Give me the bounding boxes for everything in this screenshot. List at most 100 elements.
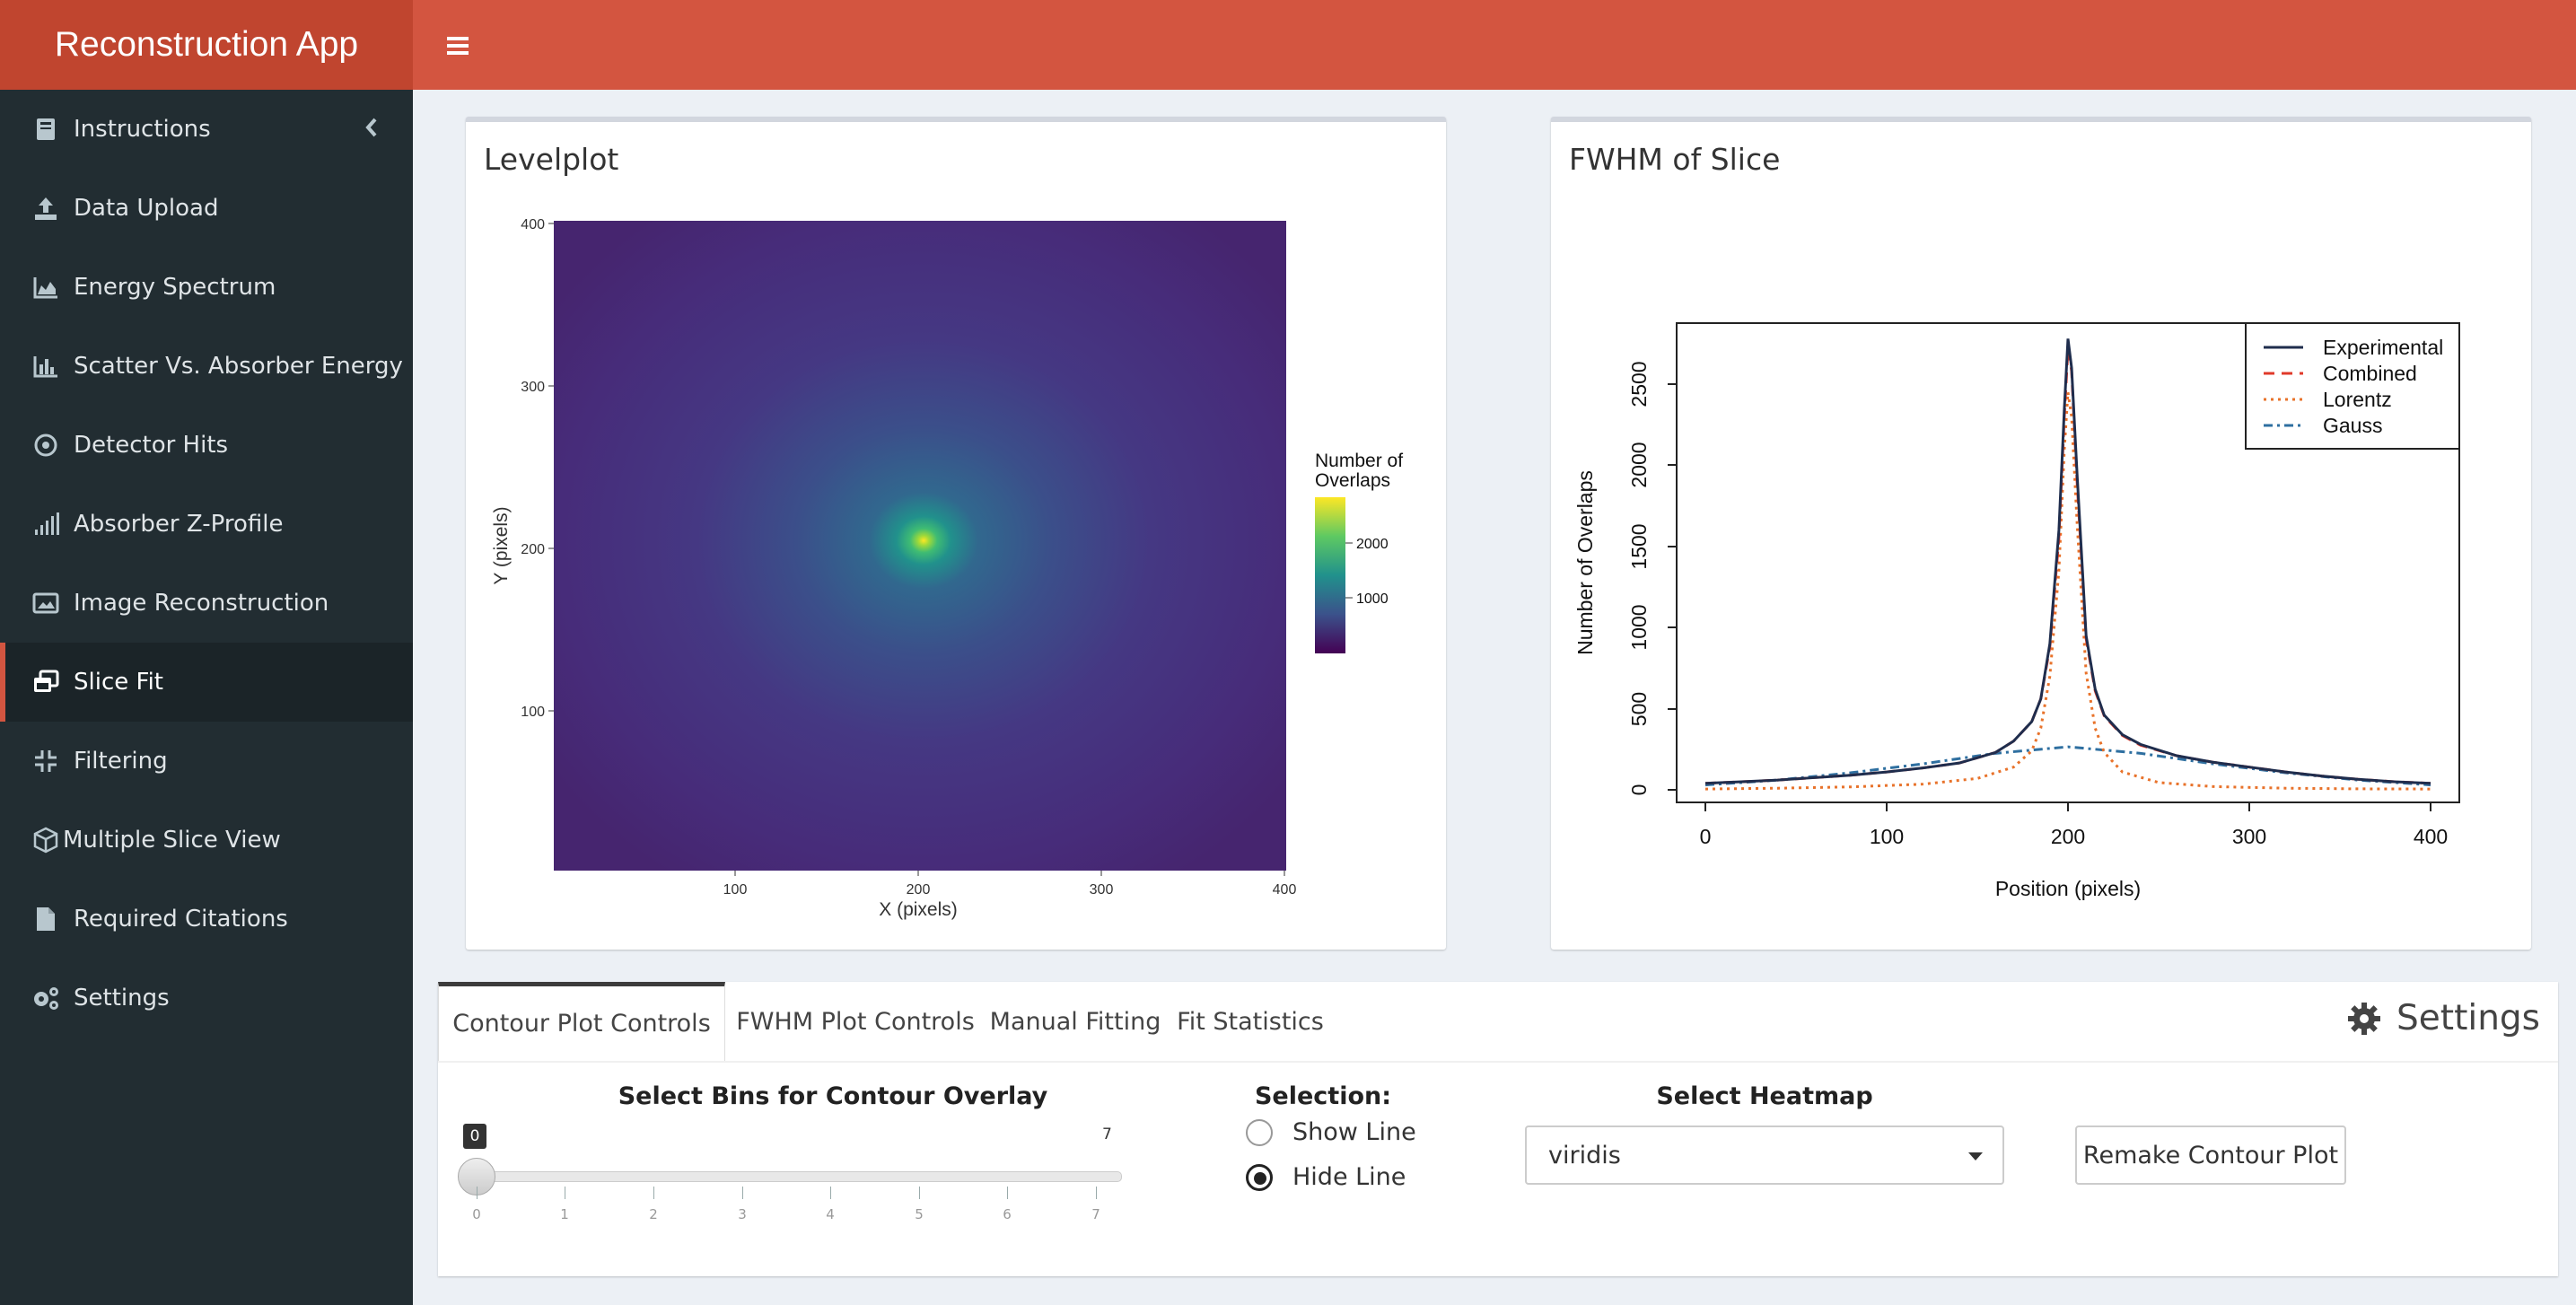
- radio-button-checked[interactable]: [1246, 1163, 1273, 1191]
- x-tick-label: 100: [723, 882, 748, 898]
- fwhm-title: FWHM of Slice: [1569, 142, 1781, 177]
- x-axis: 0 100 200 300 400 Position (pixels): [1700, 802, 2448, 900]
- slider-value-badge: 0: [463, 1124, 486, 1149]
- colorbar: [1315, 497, 1345, 653]
- x-axis-label: Position (pixels): [1995, 877, 2141, 900]
- slider-tick-label: 5: [915, 1206, 924, 1222]
- sidebar-item-absorber-z-profile[interactable]: Absorber Z-Profile: [0, 485, 413, 564]
- file-icon: [31, 904, 61, 934]
- upload-icon: [31, 193, 61, 223]
- sidebar-item-slice-fit[interactable]: Slice Fit: [0, 643, 413, 722]
- settings-label: Settings: [2396, 998, 2540, 1038]
- sidebar-item-label: Filtering: [74, 748, 168, 775]
- sidebar-item-settings[interactable]: Settings: [0, 959, 413, 1038]
- cube-icon: [31, 825, 61, 855]
- sidebar-item-multiple-slice-view[interactable]: Multiple Slice View: [0, 801, 413, 880]
- y-tick-label: 200: [521, 542, 545, 557]
- heatmap-select[interactable]: viridis: [1525, 1125, 2004, 1185]
- slider-track[interactable]: [476, 1171, 1122, 1182]
- app-logo[interactable]: Reconstruction App: [0, 0, 413, 90]
- slider-tick-label: 2: [649, 1206, 658, 1222]
- sidebar-item-label: Multiple Slice View: [63, 827, 281, 854]
- radio-show-line[interactable]: Show Line: [1246, 1118, 1416, 1146]
- x-tick-label: 200: [2051, 825, 2085, 848]
- bins-label: Select Bins for Contour Overlay: [618, 1082, 1048, 1110]
- sidebar-item-label: Absorber Z-Profile: [74, 511, 284, 538]
- levelplot-chart: 100 200 300 400 X (pixels) 100 200 300 4…: [491, 217, 1403, 920]
- y-axis-label: Y (pixels): [491, 506, 512, 584]
- legend-label: Experimental: [2323, 336, 2443, 359]
- colorbar-tick-label: 2000: [1356, 537, 1389, 552]
- legend-title-line2: Overlaps: [1315, 470, 1390, 491]
- legend-label: Gauss: [2323, 414, 2382, 437]
- chart-legend: Experimental Combined Lorentz Gauss: [2245, 322, 2460, 450]
- fwhm-chart: 0 100 200 300 400 Position (pixels) 0 50…: [1573, 322, 2460, 900]
- legend-label: Combined: [2323, 362, 2417, 385]
- x-tick-label: 400: [2414, 825, 2448, 848]
- sidebar-item-label: Energy Spectrum: [74, 274, 276, 301]
- series-layer: [1704, 338, 2431, 791]
- y-axis: 100 200 300 400 Y (pixels): [491, 217, 554, 720]
- area-chart-icon: [31, 272, 61, 302]
- remake-contour-plot-button[interactable]: Remake Contour Plot: [2075, 1125, 2346, 1185]
- sidebar-item-detector-hits[interactable]: Detector Hits: [0, 406, 413, 485]
- sidebar-item-image-reconstruction[interactable]: Image Reconstruction: [0, 564, 413, 643]
- hamburger-menu-icon[interactable]: [440, 27, 476, 63]
- tab-strip: Contour Plot Controls FWHM Plot Controls…: [438, 982, 2558, 1063]
- y-tick-label: 500: [1627, 692, 1651, 726]
- chevron-left-icon[interactable]: [364, 117, 379, 145]
- sidebar-item-energy-spectrum[interactable]: Energy Spectrum: [0, 248, 413, 327]
- radio-button[interactable]: [1246, 1118, 1273, 1146]
- top-navbar: [413, 0, 2576, 90]
- slider-tick-label: 6: [1003, 1206, 1012, 1222]
- y-tick-label: 100: [521, 705, 545, 720]
- legend-label: Lorentz: [2323, 388, 2392, 411]
- window-restore-icon: [31, 667, 61, 697]
- sidebar-item-instructions[interactable]: Instructions: [0, 90, 413, 169]
- compress-icon: [31, 746, 61, 776]
- image-icon: [31, 588, 61, 618]
- y-axis-label: Number of Overlaps: [1573, 470, 1597, 655]
- tab-fit-statistics[interactable]: Fit Statistics: [1177, 1007, 1324, 1036]
- sidebar-item-label: Data Upload: [74, 195, 219, 222]
- colorbar-tick-label: 1000: [1356, 591, 1389, 607]
- app-title: Reconstruction App: [54, 25, 359, 64]
- y-tick-label: 2000: [1627, 442, 1651, 487]
- slider-tick-label: 7: [1091, 1206, 1100, 1222]
- slider-tick-label: 3: [738, 1206, 747, 1222]
- y-tick-label: 1000: [1627, 604, 1651, 650]
- sidebar-item-label: Detector Hits: [74, 432, 229, 459]
- target-icon: [31, 430, 61, 460]
- sidebar: Instructions Data Upload Energy Spectrum…: [0, 90, 413, 1305]
- levelplot-title: Levelplot: [484, 142, 619, 177]
- sidebar-item-required-citations[interactable]: Required Citations: [0, 880, 413, 959]
- levelplot-box: Levelplot: [466, 117, 1446, 950]
- x-axis-label: X (pixels): [879, 899, 958, 920]
- sidebar-item-label: Instructions: [74, 116, 211, 143]
- radio-hide-line[interactable]: Hide Line: [1246, 1163, 1406, 1191]
- sidebar-item-label: Required Citations: [74, 906, 288, 933]
- tab-manual-fitting[interactable]: Manual Fitting: [989, 1007, 1161, 1036]
- sidebar-item-scatter-vs-absorber[interactable]: Scatter Vs. Absorber Energy: [0, 327, 413, 406]
- y-tick-label: 300: [521, 380, 545, 395]
- slider-tick-label: 1: [560, 1206, 569, 1222]
- heatmap-label: Select Heatmap: [1656, 1082, 1873, 1110]
- sidebar-item-label: Scatter Vs. Absorber Energy: [74, 353, 403, 380]
- x-tick-label: 300: [1090, 882, 1114, 898]
- x-axis: 100 200 300 400 X (pixels): [723, 871, 1297, 920]
- tab-fwhm-plot-controls[interactable]: FWHM Plot Controls: [736, 1007, 975, 1036]
- x-tick-label: 400: [1273, 882, 1297, 898]
- slider-tick-label: 4: [826, 1206, 835, 1222]
- controls-tabbox: Contour Plot Controls FWHM Plot Controls…: [438, 982, 2558, 1276]
- sidebar-item-data-upload[interactable]: Data Upload: [0, 169, 413, 248]
- sidebar-item-filtering[interactable]: Filtering: [0, 722, 413, 801]
- sidebar-item-label: Settings: [74, 985, 170, 1012]
- sidebar-item-label: Slice Fit: [74, 669, 163, 696]
- signal-icon: [31, 509, 61, 539]
- y-tick-label: 0: [1627, 784, 1651, 796]
- series-line-gauss: [1704, 745, 2431, 787]
- tab-contour-plot-controls[interactable]: Contour Plot Controls: [438, 982, 725, 1061]
- y-tick-label: 1500: [1627, 523, 1651, 569]
- cogs-icon: [31, 983, 61, 1013]
- series-line-experimental: [1704, 338, 2431, 785]
